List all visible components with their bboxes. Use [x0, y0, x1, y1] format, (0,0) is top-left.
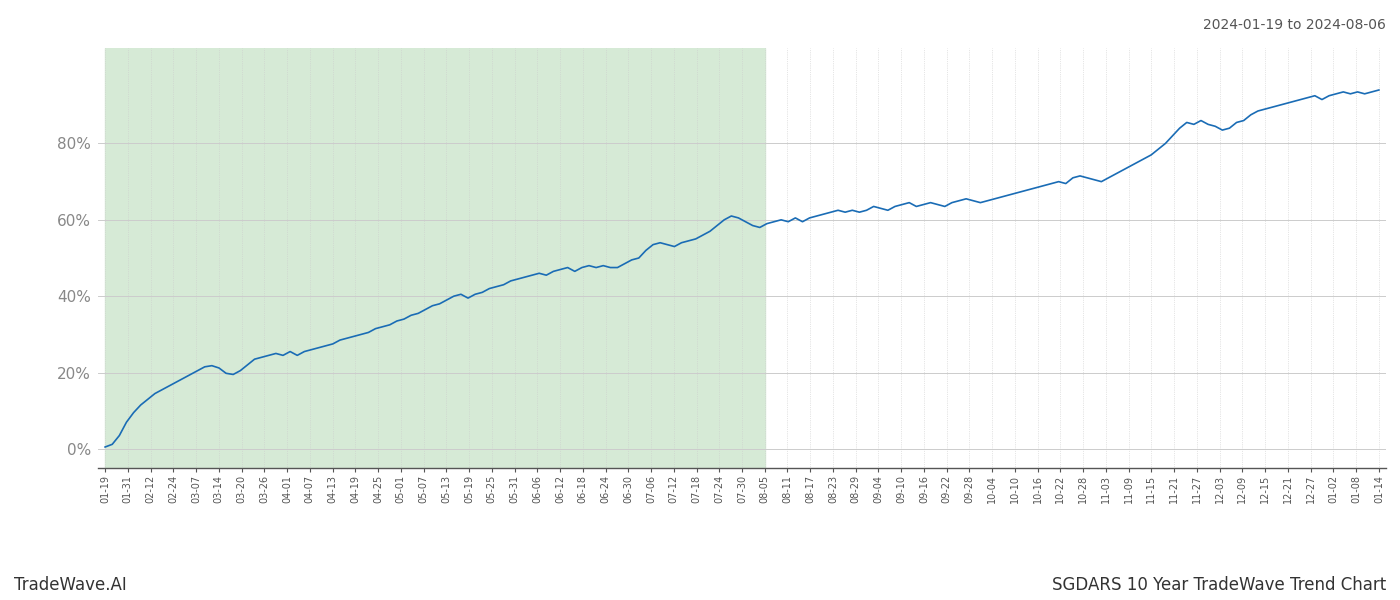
Text: 2024-01-19 to 2024-08-06: 2024-01-19 to 2024-08-06 — [1203, 18, 1386, 32]
Bar — [105, 48, 764, 468]
Text: TradeWave.AI: TradeWave.AI — [14, 576, 127, 594]
Text: SGDARS 10 Year TradeWave Trend Chart: SGDARS 10 Year TradeWave Trend Chart — [1051, 576, 1386, 594]
